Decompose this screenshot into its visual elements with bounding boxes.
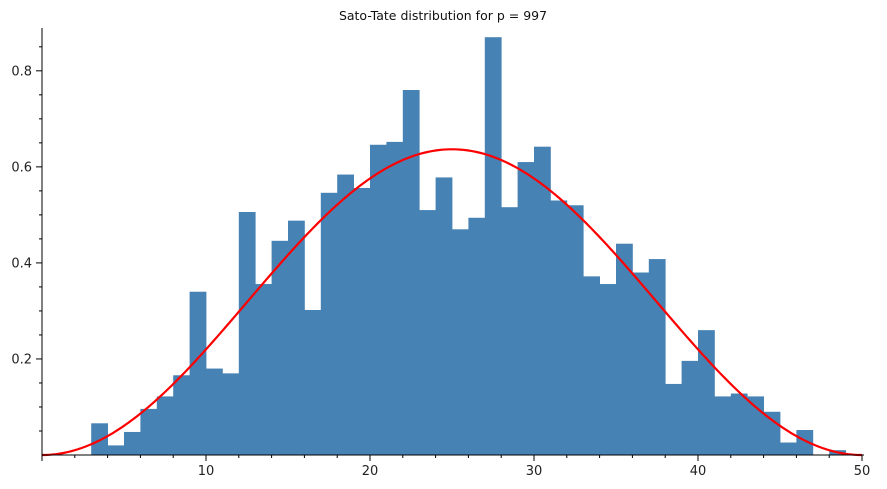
histogram-bar — [517, 162, 535, 456]
histogram-bar — [124, 431, 141, 455]
histogram-bar — [337, 174, 354, 455]
histogram-bar — [730, 393, 748, 455]
y-tick-label: 0.2 — [11, 352, 32, 367]
histogram-bar — [747, 396, 764, 455]
histogram-bar — [435, 177, 453, 455]
histogram-bar — [173, 375, 190, 455]
histogram-bars — [91, 37, 846, 456]
y-tick-label: 0.6 — [11, 160, 32, 175]
histogram-bar — [320, 192, 338, 455]
density-curve — [41, 148, 863, 457]
histogram-bar — [304, 309, 322, 455]
x-tick-label: 40 — [690, 464, 707, 479]
histogram-bar — [648, 259, 666, 455]
histogram-bar — [698, 330, 715, 455]
histogram-bar — [714, 396, 732, 455]
histogram-bar — [681, 360, 699, 455]
histogram-bar — [780, 442, 797, 455]
x-tick-label: 10 — [198, 464, 215, 479]
histogram-bar — [288, 220, 305, 455]
x-axis-ticks: 10 20 30 40 50 — [41, 455, 871, 479]
y-axis-ticks: 0.2 0.4 0.6 0.8 — [11, 46, 42, 432]
histogram-bar — [353, 187, 371, 455]
histogram-bar — [402, 90, 420, 455]
y-tick-label: 0.8 — [11, 64, 32, 79]
x-tick-label: 50 — [854, 464, 871, 479]
histogram-bar — [468, 217, 486, 455]
x-tick-label: 30 — [526, 464, 543, 479]
histogram-bar — [566, 205, 584, 455]
histogram-bar — [140, 408, 158, 455]
histogram-bar — [452, 229, 469, 455]
histogram-bar — [189, 291, 207, 455]
histogram-bar — [599, 284, 617, 455]
histogram-bar — [370, 144, 387, 455]
histogram-bar — [501, 207, 518, 455]
y-tick-label: 0.4 — [11, 256, 32, 271]
histogram-bar — [271, 240, 289, 455]
histogram-bar — [534, 146, 551, 455]
histogram-bar — [763, 411, 781, 455]
histogram-bar — [550, 200, 568, 455]
histogram-bar — [206, 368, 223, 455]
histogram-bar — [255, 284, 272, 455]
histogram-bar — [796, 430, 814, 455]
chart-title: Sato-Tate distribution for p = 997 — [339, 8, 547, 23]
histogram-bar — [107, 445, 125, 455]
histogram-bar — [419, 210, 436, 455]
histogram-bar — [222, 373, 240, 455]
histogram-bar — [583, 276, 600, 455]
histogram-bar — [616, 243, 633, 455]
histogram-bar — [386, 141, 404, 456]
histogram-bar — [156, 396, 174, 455]
histogram-bar — [665, 383, 682, 455]
histogram-bar — [238, 212, 256, 455]
histogram-bar — [484, 37, 502, 455]
x-tick-label: 20 — [362, 464, 379, 479]
histogram-bar — [632, 272, 650, 455]
